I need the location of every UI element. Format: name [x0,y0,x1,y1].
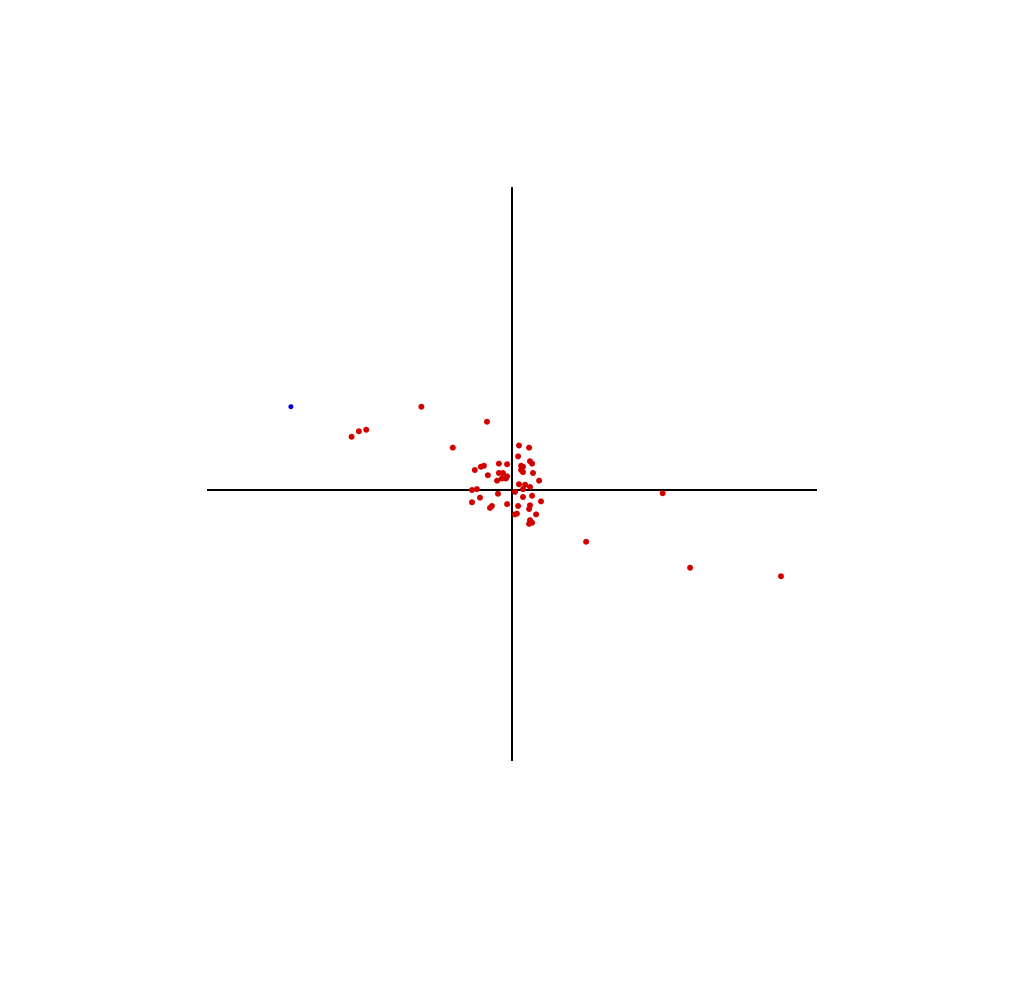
data-point [515,503,521,509]
data-point [778,573,784,579]
data-point [533,511,539,517]
data-point [520,494,526,500]
data-point [516,481,522,487]
data-point [450,445,456,451]
data-point [418,404,424,410]
highlight-data-point [288,404,293,409]
data-points [288,404,784,580]
data-point [526,445,532,451]
data-point [526,506,532,512]
data-point [469,499,475,505]
data-point [512,489,518,495]
data-point [538,498,544,504]
data-point [356,428,362,434]
data-point [504,461,510,467]
data-point [504,501,510,507]
data-point [363,427,369,433]
data-point [529,461,535,467]
data-point [520,469,526,475]
data-point [526,521,532,527]
data-point [495,491,501,497]
data-point [485,472,491,478]
data-point [687,565,693,571]
data-point [512,511,518,517]
data-point [484,419,490,425]
data-point [529,493,535,499]
data-point [583,539,589,545]
data-point [469,487,475,493]
data-point [472,467,478,473]
data-point [487,505,493,511]
data-point [660,490,666,496]
data-point [527,484,533,490]
data-point [494,478,500,484]
data-point [516,443,522,449]
data-point [478,464,484,470]
data-point [515,453,521,459]
data-point [496,461,502,467]
data-point [530,470,536,476]
data-point [477,495,483,501]
data-point [520,486,526,492]
data-point [536,478,542,484]
data-point [349,434,355,440]
